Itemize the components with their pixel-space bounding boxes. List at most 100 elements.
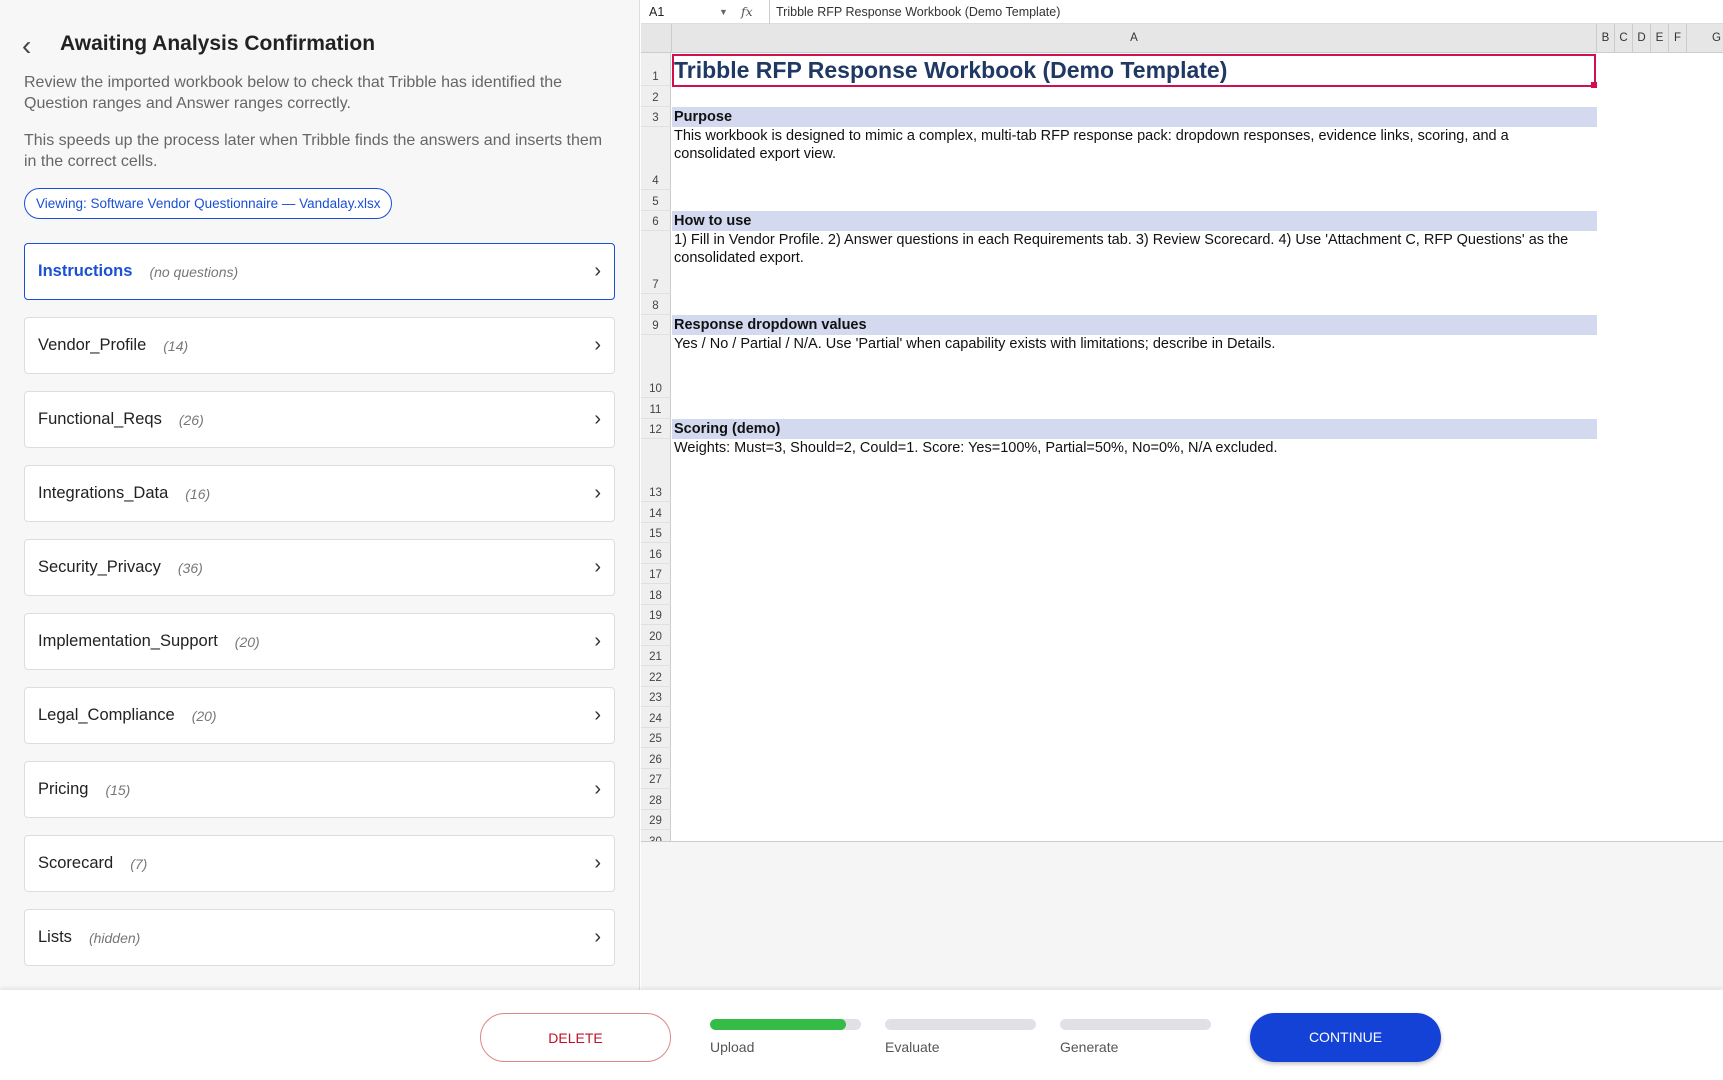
column-header-e[interactable]: E <box>1651 24 1669 53</box>
chevron-right-icon: › <box>594 482 601 504</box>
formula-input[interactable]: Tribble RFP Response Workbook (Demo Temp… <box>769 0 1060 24</box>
row-header[interactable]: 22 <box>641 666 671 687</box>
row-header[interactable]: 25 <box>641 727 671 748</box>
step-label: Upload <box>710 1039 755 1055</box>
row-header[interactable]: 7 <box>641 231 671 294</box>
sheet-item-implementation_support[interactable]: Implementation_Support (20) › <box>24 613 615 670</box>
row-header[interactable]: 15 <box>641 522 671 543</box>
progress-bar <box>885 1019 1036 1030</box>
select-all-corner[interactable] <box>641 24 672 53</box>
cell-selection <box>672 54 1596 87</box>
intro-text: This speeds up the process later when Tr… <box>24 132 603 170</box>
fx-icon: fx <box>741 4 753 19</box>
sheet-list-panel: ‹ Awaiting Analysis Confirmation Review … <box>0 0 640 990</box>
sheet-name: Lists <box>38 928 72 946</box>
sheet-name: Integrations_Data <box>38 484 169 502</box>
chevron-right-icon: › <box>594 556 601 578</box>
row-header[interactable]: 18 <box>641 584 671 605</box>
formula-bar: A1 ▼ fx Tribble RFP Response Workbook (D… <box>641 0 1723 24</box>
column-header-g[interactable]: G <box>1687 24 1723 53</box>
workbook-title-cell[interactable]: Tribble RFP Response Workbook (Demo Temp… <box>674 57 1228 83</box>
section-header-cell[interactable]: How to use <box>672 210 1597 231</box>
dropdown-icon[interactable]: ▼ <box>719 7 728 17</box>
chevron-right-icon: › <box>594 260 601 282</box>
sheet-item-legal_compliance[interactable]: Legal_Compliance (20) › <box>24 687 615 744</box>
row-header[interactable]: 13 <box>641 439 671 502</box>
fill-handle[interactable] <box>1591 82 1597 88</box>
sheet-name: Security_Privacy <box>38 558 161 576</box>
step-label: Evaluate <box>885 1039 940 1055</box>
row-header[interactable]: 8 <box>641 294 671 315</box>
row-header[interactable]: 2 <box>641 86 671 107</box>
column-header-a[interactable]: A <box>672 24 1597 53</box>
step-generate: Generate <box>1060 1019 1211 1055</box>
column-header-c[interactable]: C <box>1615 24 1633 53</box>
sheet-name: Legal_Compliance <box>38 706 175 724</box>
row-header[interactable]: 16 <box>641 543 671 564</box>
progress-bar <box>710 1019 861 1030</box>
row-header[interactable]: 27 <box>641 768 671 789</box>
question-count: (15) <box>105 781 131 798</box>
progress-bar <box>1060 1019 1211 1030</box>
row-header[interactable]: 4 <box>641 127 671 190</box>
section-body-cell[interactable]: This workbook is designed to mimic a com… <box>674 128 1509 162</box>
sheet-item-vendor_profile[interactable]: Vendor_Profile (14) › <box>24 317 615 374</box>
continue-button[interactable]: CONTINUE <box>1250 1013 1441 1062</box>
row-header[interactable]: 11 <box>641 398 671 419</box>
chevron-left-icon[interactable]: ‹ <box>22 30 32 61</box>
sheet-item-pricing[interactable]: Pricing (15) › <box>24 761 615 818</box>
row-header[interactable]: 3 <box>641 106 671 127</box>
section-body-cell[interactable]: Weights: Must=3, Should=2, Could=1. Scor… <box>674 440 1278 456</box>
row-header[interactable]: 6 <box>641 210 671 231</box>
sheet-item-lists[interactable]: Lists (hidden) › <box>24 909 615 966</box>
row-header[interactable]: 14 <box>641 502 671 523</box>
section-header-cell[interactable]: Scoring (demo) <box>672 418 1597 439</box>
question-count: (36) <box>177 559 203 576</box>
row-header[interactable]: 29 <box>641 809 671 830</box>
sheet-item-functional_reqs[interactable]: Functional_Reqs (26) › <box>24 391 615 448</box>
chevron-right-icon: › <box>594 704 601 726</box>
sheet-name: Implementation_Support <box>38 632 218 650</box>
sheet-name: Functional_Reqs <box>38 410 162 428</box>
question-count: (7) <box>130 855 148 872</box>
column-header-d[interactable]: D <box>1633 24 1651 53</box>
question-count: (26) <box>178 411 204 428</box>
row-header[interactable]: 21 <box>641 645 671 666</box>
section-body-cell[interactable]: Yes / No / Partial / N/A. Use 'Partial' … <box>674 336 1276 352</box>
row-header[interactable]: 23 <box>641 686 671 707</box>
row-header[interactable]: 28 <box>641 789 671 810</box>
row-header[interactable]: 9 <box>641 314 671 335</box>
sheet-item-scorecard[interactable]: Scorecard (7) › <box>24 835 615 892</box>
row-header[interactable]: 5 <box>641 190 671 211</box>
sheet-item-instructions[interactable]: Instructions (no questions) › <box>24 243 615 300</box>
delete-button[interactable]: DELETE <box>480 1013 671 1062</box>
question-count: (20) <box>234 633 260 650</box>
row-header[interactable]: 19 <box>641 604 671 625</box>
sheet-item-integrations_data[interactable]: Integrations_Data (16) › <box>24 465 615 522</box>
sheet-name: Scorecard <box>38 854 114 872</box>
row-header[interactable]: 30 <box>641 830 671 841</box>
chevron-right-icon: › <box>594 334 601 356</box>
viewing-file-chip[interactable]: Viewing: Software Vendor Questionnaire —… <box>24 188 393 219</box>
section-header-cell[interactable]: Response dropdown values <box>672 314 1597 335</box>
step-evaluate: Evaluate <box>885 1019 1036 1055</box>
row-header[interactable]: 1 <box>641 53 671 86</box>
column-header-f[interactable]: F <box>1669 24 1687 53</box>
sheet-item-security_privacy[interactable]: Security_Privacy (36) › <box>24 539 615 596</box>
sheet-grid[interactable]: A B C D E F G 1 2 3 4 5 6 7 8 9 10 11 12 13 14 15 16 17 18 19 20 21… <box>641 24 1723 842</box>
chevron-right-icon: › <box>594 926 601 948</box>
row-header[interactable]: 20 <box>641 625 671 646</box>
cell-reference[interactable]: A1 <box>649 5 665 19</box>
footer-bar: DELETE Upload Evaluate Generate CONTINUE <box>0 990 1723 1080</box>
row-header[interactable]: 10 <box>641 335 671 398</box>
row-header[interactable]: 24 <box>641 707 671 728</box>
section-body-cell[interactable]: 1) Fill in Vendor Profile. 2) Answer que… <box>674 232 1569 266</box>
column-header-b[interactable]: B <box>1597 24 1615 53</box>
row-header[interactable]: 17 <box>641 563 671 584</box>
spreadsheet-preview: A1 ▼ fx Tribble RFP Response Workbook (D… <box>641 0 1723 990</box>
section-header-cell[interactable]: Purpose <box>672 106 1597 127</box>
sheet-name: Pricing <box>38 780 89 798</box>
row-header[interactable]: 26 <box>641 748 671 769</box>
row-header[interactable]: 12 <box>641 418 671 439</box>
sheet-name: Vendor_Profile <box>38 336 147 354</box>
